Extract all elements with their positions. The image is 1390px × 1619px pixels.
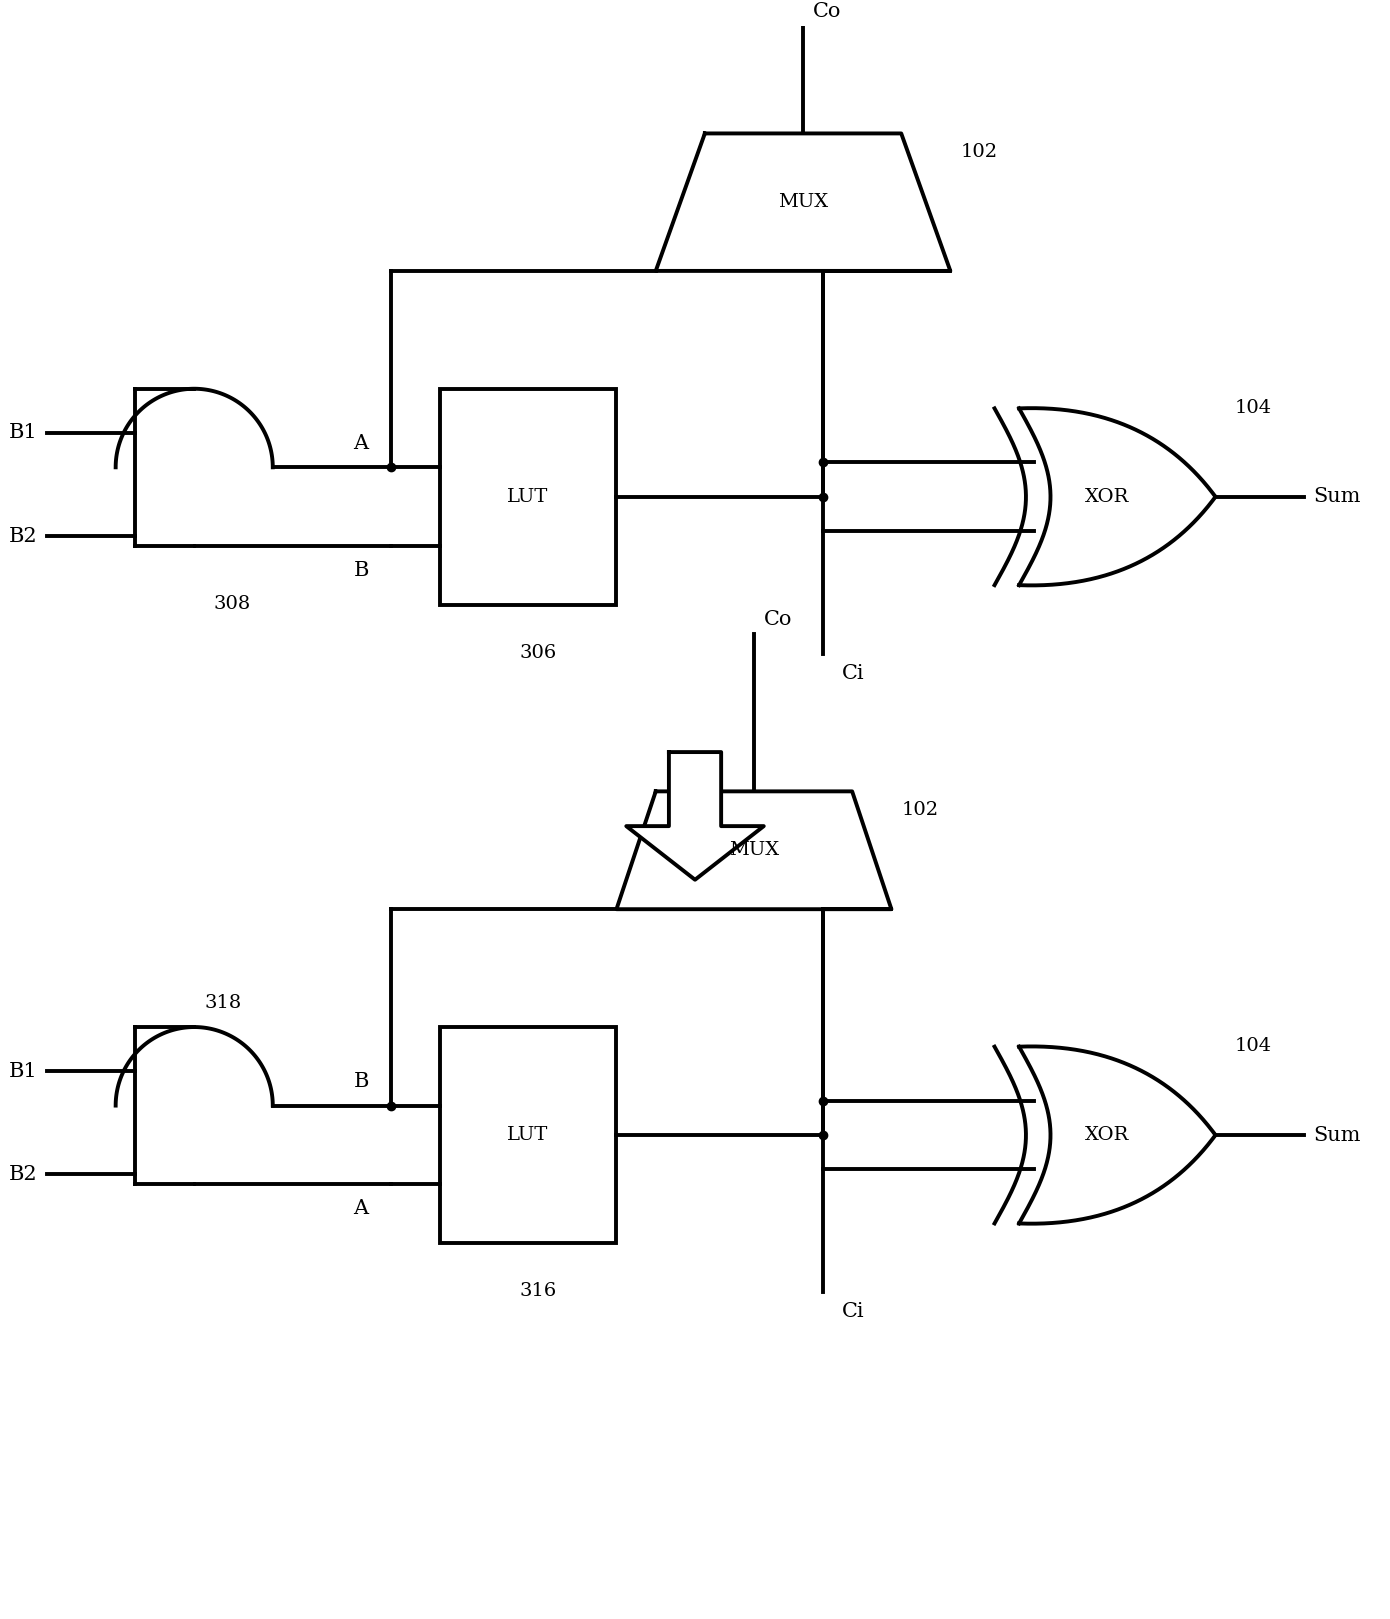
Text: MUX: MUX [778,193,828,210]
Text: B: B [353,1072,368,1091]
Text: 316: 316 [520,1282,556,1300]
Text: XOR: XOR [1086,487,1130,505]
Text: B: B [353,560,368,580]
Text: A: A [353,1200,368,1217]
Text: MUX: MUX [728,842,778,860]
Text: Sum: Sum [1314,1125,1361,1145]
Text: Sum: Sum [1314,487,1361,507]
Text: 318: 318 [204,994,242,1012]
Text: Ci: Ci [842,664,865,683]
Text: Ci: Ci [842,1302,865,1321]
Text: LUT: LUT [507,487,549,505]
Text: A: A [353,434,368,453]
Bar [439,1026,617,1243]
Text: B1: B1 [8,424,38,442]
Text: LUT: LUT [507,1127,549,1145]
Text: 104: 104 [1236,398,1272,416]
Text: Co: Co [763,610,792,630]
Text: B2: B2 [8,1164,38,1183]
Text: XOR: XOR [1086,1127,1130,1145]
Bar [439,389,617,606]
Text: 102: 102 [960,142,997,162]
Text: B2: B2 [8,526,38,546]
Text: 306: 306 [520,644,556,662]
Polygon shape [627,826,763,879]
Polygon shape [669,753,721,826]
Text: 102: 102 [901,801,938,819]
Text: Co: Co [813,2,841,21]
Text: 104: 104 [1236,1036,1272,1056]
Text: B1: B1 [8,1062,38,1081]
Text: 308: 308 [214,594,252,614]
